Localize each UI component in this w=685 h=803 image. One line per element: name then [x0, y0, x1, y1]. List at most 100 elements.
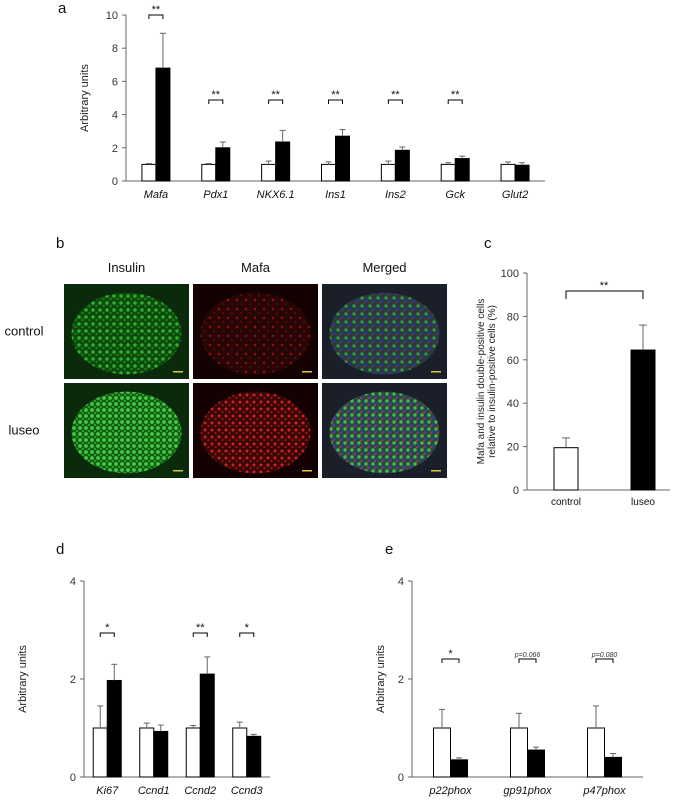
- scale-bar: [302, 371, 312, 373]
- bar: [450, 759, 468, 778]
- significance-label: **: [600, 280, 609, 292]
- y-tick-label: 60: [507, 355, 519, 367]
- significance-bracket: [518, 658, 537, 663]
- bar: [380, 163, 396, 182]
- islet-region: [200, 391, 311, 474]
- y-tick-label: 0: [70, 772, 76, 784]
- category-label: luseo: [631, 497, 655, 508]
- bar: [527, 749, 545, 778]
- bar: [630, 349, 656, 491]
- significance-label: *: [245, 622, 250, 634]
- category-label: Ccnd2: [184, 785, 216, 797]
- bar: [587, 727, 605, 778]
- micrograph-row-label: luseo: [8, 423, 39, 438]
- bar: [92, 727, 108, 778]
- y-tick-label: 0: [398, 772, 404, 784]
- bar: [604, 756, 622, 778]
- y-tick-label: 6: [112, 76, 118, 88]
- significance-label: **: [451, 89, 460, 101]
- bar: [153, 730, 169, 778]
- y-tick-label: 40: [507, 398, 519, 410]
- micrograph-column-label: Insulin: [108, 260, 146, 275]
- category-label: NKX6.1: [257, 189, 295, 201]
- bar: [335, 135, 350, 182]
- y-tick-label: 2: [112, 143, 118, 155]
- panel-letter-e: e: [385, 541, 393, 558]
- y-axis-label: Arbitrary units: [79, 64, 91, 132]
- panel-letter-a: a: [58, 0, 67, 17]
- chart-a: 0 2 4 6 8 10 Arbitrary units Mafa ** Pdx1 ** NKX6.1…: [79, 4, 545, 201]
- y-tick-label: 2: [398, 674, 404, 686]
- bar: [232, 727, 248, 778]
- significance-bracket: [441, 658, 460, 663]
- significance-bracket: [565, 290, 644, 299]
- bar: [261, 163, 277, 182]
- bar: [139, 727, 155, 778]
- scale-bar: [431, 470, 441, 472]
- significance-bracket: [387, 99, 403, 104]
- category-label: Pdx1: [203, 189, 228, 201]
- significance-bracket: [148, 14, 164, 19]
- bar: [440, 163, 456, 182]
- category-label: Ki67: [96, 785, 119, 797]
- significance-label: **: [196, 622, 205, 634]
- category-label: Ins2: [385, 189, 406, 201]
- micrograph-grid: Insulin Mafa Merged control luseo: [4, 260, 447, 478]
- significance-bracket: [99, 632, 115, 637]
- y-tick-label: 80: [507, 311, 519, 323]
- islet-region: [329, 292, 440, 375]
- bar: [275, 141, 291, 182]
- significance-label: **: [391, 89, 400, 101]
- significance-label: **: [271, 89, 280, 101]
- significance-bracket: [268, 99, 284, 104]
- scale-bar: [431, 371, 441, 373]
- islet-region: [71, 391, 182, 474]
- significance-bracket: [192, 632, 208, 637]
- y-tick-label: 4: [70, 576, 76, 588]
- category-label: Gck: [445, 189, 465, 201]
- bar: [500, 163, 516, 182]
- significance-label: p=0.080: [591, 652, 618, 659]
- category-label: Ccnd1: [138, 785, 170, 797]
- category-label: Ins1: [325, 189, 346, 201]
- panel-letter-b: b: [56, 235, 64, 252]
- scale-bar: [173, 470, 183, 472]
- micrograph-column-label: Merged: [362, 260, 406, 275]
- significance-bracket: [328, 99, 343, 104]
- significance-label: **: [152, 4, 161, 16]
- y-axis-label-line: Mafa and insulin double-positive cells: [476, 299, 487, 465]
- significance-bracket: [447, 99, 463, 104]
- chart-c: 0 20 40 60 80 100 Mafa and insulin double-posi…: [476, 268, 670, 508]
- category-label: p47phox: [582, 785, 626, 797]
- y-tick-label: 20: [507, 442, 519, 454]
- significance-bracket: [208, 99, 224, 104]
- y-tick-label: 4: [398, 576, 404, 588]
- bar: [155, 67, 171, 182]
- significance-label: *: [105, 622, 110, 634]
- bar: [510, 727, 528, 778]
- bar: [321, 163, 336, 182]
- category-label: control: [551, 497, 581, 508]
- category-label: p22phox: [428, 785, 472, 797]
- significance-label: p=0.066: [514, 652, 541, 659]
- y-tick-label: 0: [513, 485, 519, 497]
- bar: [141, 163, 157, 182]
- significance-label: **: [212, 89, 221, 101]
- y-axis-label-line: relative to insulin-positive cells (%): [487, 305, 498, 458]
- bar: [246, 735, 262, 778]
- y-tick-label: 100: [501, 268, 519, 280]
- significance-label: **: [331, 89, 340, 101]
- islet-region: [329, 391, 440, 474]
- bar: [394, 149, 410, 182]
- bar: [433, 727, 451, 778]
- bar: [514, 164, 530, 182]
- category-label: Mafa: [144, 189, 168, 201]
- y-tick-label: 0: [112, 176, 118, 188]
- bar: [185, 727, 201, 778]
- bar: [106, 679, 122, 778]
- bar: [201, 163, 217, 182]
- significance-bracket: [595, 658, 614, 663]
- y-axis-label: Arbitrary units: [17, 645, 29, 713]
- bar: [454, 158, 470, 182]
